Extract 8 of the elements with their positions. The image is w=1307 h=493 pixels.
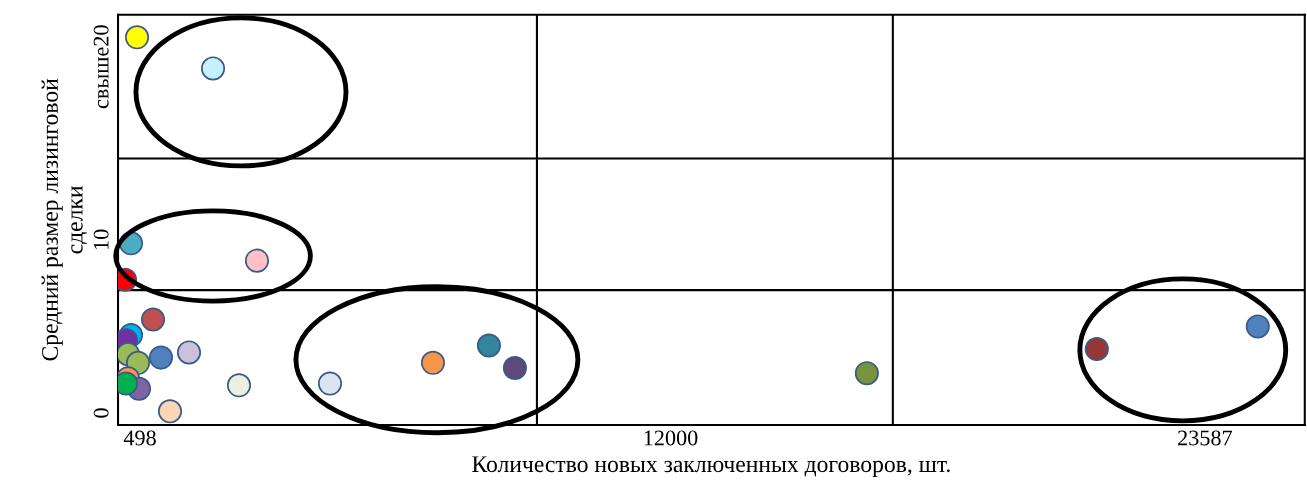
y-tick-label: 0 [93, 408, 109, 418]
x-tick-label: 23587 [1178, 430, 1233, 446]
x-tick-label: 498 [123, 430, 156, 446]
x-tick-label: 12000 [644, 430, 698, 446]
y-axis-title: Средний размер лизинговой сделки [41, 78, 87, 361]
y-tick-label: свыше20 [93, 25, 109, 109]
y-tick-label: 10 [93, 229, 109, 250]
x-axis-title: Количество новых заключенных договоров, шт. [472, 456, 950, 477]
